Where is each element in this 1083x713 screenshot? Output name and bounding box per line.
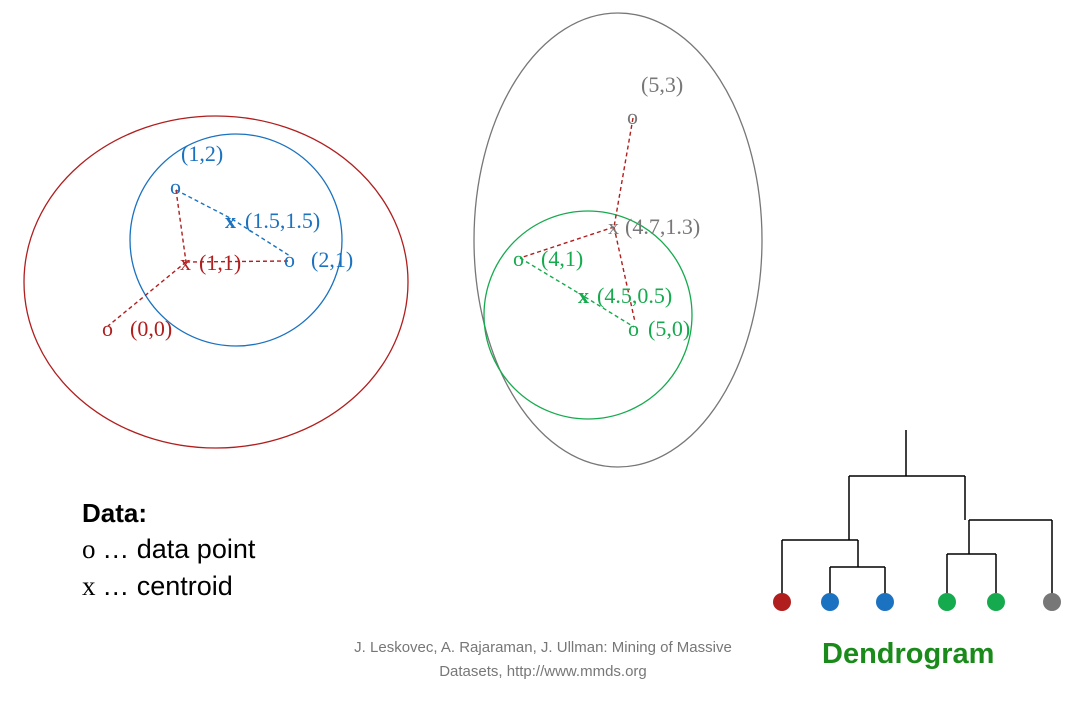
dendro-leaf-green-1 <box>938 593 956 611</box>
marker-point-5-3: o <box>627 104 638 129</box>
label-point-1-2: (1,2) <box>181 141 223 166</box>
marker-centroid-4.7-1.3: x <box>608 214 619 239</box>
green-cluster-outline <box>483 210 693 420</box>
legend-data-point-symbol: o <box>82 534 96 564</box>
gray-cluster-outline <box>473 12 763 468</box>
connector-c4713-p41 <box>519 226 615 259</box>
legend-centroid: x … centroid <box>82 571 233 602</box>
blue-cluster-outline <box>129 133 343 347</box>
connector-c4505-p50 <box>584 296 635 328</box>
legend-centroid-text: … centroid <box>102 571 233 601</box>
red-cluster-outline <box>23 115 409 449</box>
connector-p41-c4505 <box>519 257 586 298</box>
dendrogram-label: Dendrogram <box>822 638 995 670</box>
connector-p53-c4713 <box>613 117 634 228</box>
marker-point-4-1: o <box>513 246 524 271</box>
dendro-leaf-gray <box>1043 593 1061 611</box>
marker-point-5-0: o <box>628 316 639 341</box>
label-point-2-1: (2,1) <box>311 247 353 272</box>
label-point-0-0: (0,0) <box>130 316 172 341</box>
marker-point-0-0: o <box>102 316 113 341</box>
connector-c11-p00 <box>107 261 187 327</box>
label-centroid-4.7-1.3: (4.7,1.3) <box>625 214 700 239</box>
connector-c11-p21 <box>185 260 289 263</box>
label-centroid-1-1: (1,1) <box>199 250 241 275</box>
connector-c4713-p50 <box>613 226 636 323</box>
legend-centroid-symbol: x <box>82 571 96 601</box>
connector-p12-c1515 <box>175 189 233 220</box>
dendro-leaf-blue-2 <box>876 593 894 611</box>
dendro-leaf-blue-1 <box>821 593 839 611</box>
label-point-4-1: (4,1) <box>541 246 583 271</box>
label-point-5-3: (5,3) <box>641 72 683 97</box>
marker-point-1-2: o <box>170 174 181 199</box>
dendro-leaf-green-2 <box>987 593 1005 611</box>
label-centroid-1.5-1.5: (1.5,1.5) <box>245 208 320 233</box>
citation-line-1: J. Leskovec, A. Rajaraman, J. Ullman: Mi… <box>354 639 732 656</box>
dendrogram <box>781 430 1053 600</box>
marker-point-2-1: o <box>284 247 295 272</box>
legend-data-point-text: … data point <box>102 534 256 564</box>
citation: J. Leskovec, A. Rajaraman, J. Ullman: Mi… <box>298 636 788 684</box>
connector-lines <box>107 117 636 328</box>
marker-centroid-1.5-1.5: x <box>225 208 236 233</box>
label-point-5-0: (5,0) <box>648 316 690 341</box>
label-centroid-4.5-0.5: (4.5,0.5) <box>597 283 672 308</box>
marker-centroid-4.5-0.5: x <box>578 283 589 308</box>
connector-p12-c11 <box>175 189 187 263</box>
citation-line-2: Datasets, http://www.mmds.org <box>439 663 647 680</box>
dendro-leaf-red <box>773 593 791 611</box>
legend-title: Data: <box>82 498 148 528</box>
marker-centroid-1-1: x <box>180 250 191 275</box>
connector-c1515-p21 <box>231 218 291 257</box>
legend-data-point: o … data point <box>82 534 255 565</box>
